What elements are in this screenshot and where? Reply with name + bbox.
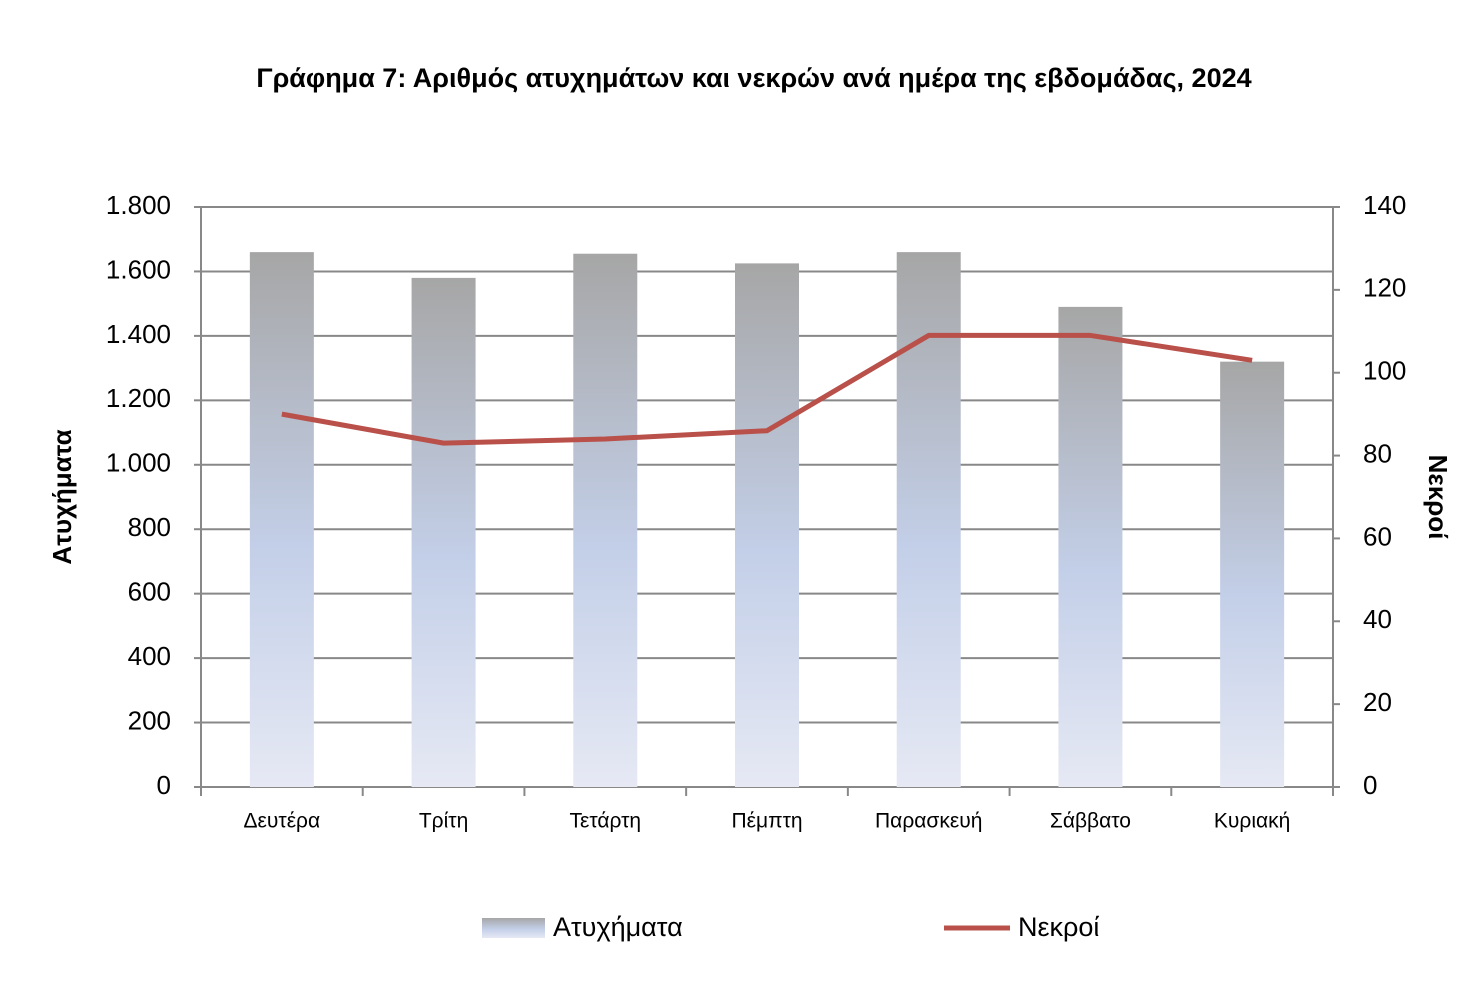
x-tick-label: Πέμπτη <box>731 810 802 833</box>
y2-axis-label: Νεκροί <box>1423 455 1453 540</box>
bar <box>735 263 799 787</box>
y-tick-label: 1.400 <box>106 319 171 349</box>
y-tick-label: 1.000 <box>106 448 171 478</box>
y2-tick-label: 40 <box>1363 604 1392 634</box>
x-tick-label: Παρασκευή <box>875 810 982 833</box>
y2-tick-label: 80 <box>1363 438 1392 468</box>
x-tick-label: Σάββατο <box>1050 810 1131 833</box>
line <box>281 332 1253 446</box>
x-tick-label: Τετάρτη <box>569 810 641 833</box>
y2-tick-label: 100 <box>1363 356 1406 386</box>
y2-tick-label: 60 <box>1363 521 1392 551</box>
x-tick-label: Τρίτη <box>419 810 468 833</box>
bar <box>573 253 638 787</box>
bar <box>1058 306 1123 787</box>
bar <box>249 252 314 788</box>
y2-tick-label: 20 <box>1363 687 1392 717</box>
legend-label: Νεκροί <box>1018 912 1099 942</box>
y-tick-label: 600 <box>128 577 171 607</box>
y-tick-label: 0 <box>157 770 171 800</box>
legend-label: Ατυχήματα <box>553 912 683 942</box>
bar <box>1220 361 1285 787</box>
y2-tick-label: 120 <box>1363 273 1406 303</box>
y-tick-label: 1.200 <box>106 383 171 413</box>
y-tick-label: 800 <box>128 512 171 542</box>
chart-title: Γράφημα 7: Αριθμός ατυχημάτων και νεκρών… <box>256 63 1251 93</box>
y2-tick-label: 0 <box>1363 770 1377 800</box>
y-tick-label: 1.600 <box>106 254 171 284</box>
y-axis-label: Ατυχήματα <box>47 429 77 564</box>
y2-tick-label: 140 <box>1363 190 1406 220</box>
bar <box>411 277 476 787</box>
y-tick-label: 400 <box>128 641 171 671</box>
bar <box>896 252 961 788</box>
x-tick-label: Δευτέρα <box>244 810 321 833</box>
x-tick-label: Κυριακή <box>1214 810 1290 833</box>
legend-swatch <box>482 918 545 938</box>
y-tick-label: 200 <box>128 705 171 735</box>
y-tick-label: 1.800 <box>106 190 171 220</box>
